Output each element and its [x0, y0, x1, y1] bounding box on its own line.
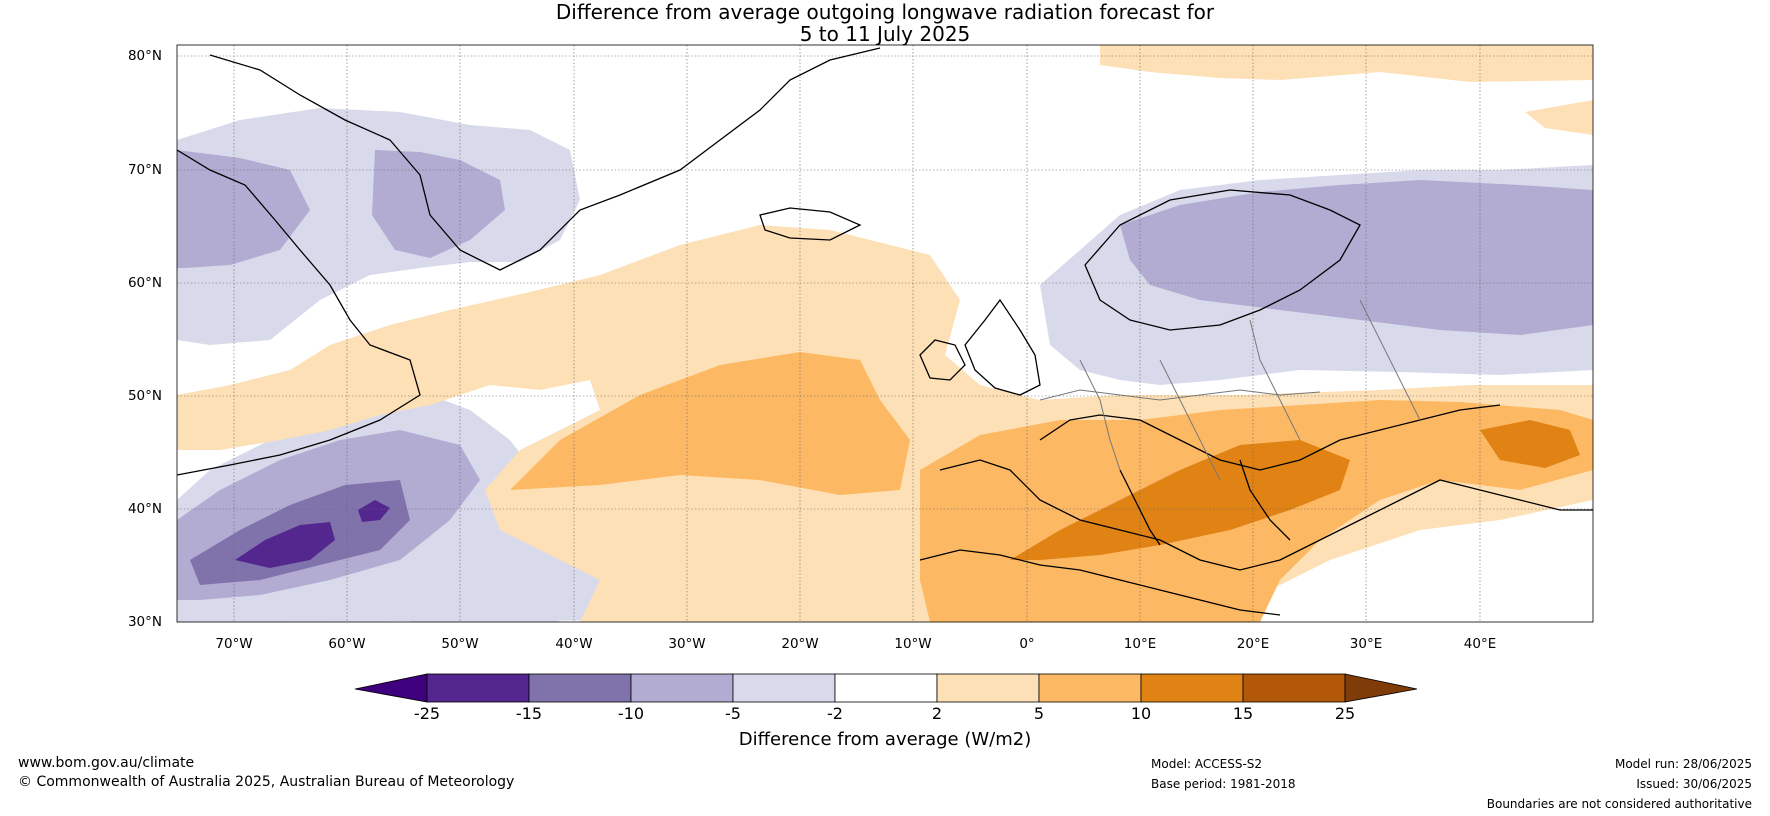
negative-anomaly-core-greenland — [177, 150, 310, 268]
colorbar-tick-7: 10 — [1130, 704, 1152, 723]
lat-label-50n: 50°N — [127, 388, 162, 404]
lat-label-40n: 40°N — [127, 501, 162, 517]
coastlines — [177, 47, 1593, 616]
lon-label-30w: 30°W — [668, 636, 706, 652]
lon-label-10e: 10°E — [1123, 636, 1157, 652]
lat-label-70n: 70°N — [127, 162, 162, 178]
lon-label-50w: 50°W — [441, 636, 479, 652]
lon-label-70w: 70°W — [215, 636, 253, 652]
lon-label-10w: 10°W — [894, 636, 932, 652]
lon-label-40e: 40°E — [1463, 636, 1497, 652]
colorbar-tick-2: -10 — [617, 704, 645, 723]
copyright-text: © Commonwealth of Australia 2025, Austra… — [18, 774, 515, 790]
positive-anomaly-core-atlantic — [510, 352, 910, 495]
lon-label-30e: 30°E — [1349, 636, 1383, 652]
lon-label-60w: 60°W — [328, 636, 366, 652]
lon-label-0: 0° — [1019, 636, 1035, 652]
lat-label-80n: 80°N — [127, 48, 162, 64]
lat-label-30n: 30°N — [127, 614, 162, 630]
colorbar-tick-9: 25 — [1334, 704, 1356, 723]
base-period-text: Base period: 1981-2018 — [1151, 777, 1296, 791]
map-title-line2: 5 to 11 July 2025 — [799, 22, 971, 46]
website-link[interactable]: www.bom.gov.au/climate — [18, 755, 195, 771]
model-run-text: Model run: 28/06/2025 — [1614, 757, 1752, 771]
colorbar-tick-4: -2 — [827, 704, 843, 723]
model-text: Model: ACCESS-S2 — [1151, 757, 1263, 771]
colorbar-tick-3: -5 — [725, 704, 741, 723]
colorbar-tick-1: -15 — [515, 704, 543, 723]
colorbar-label: Difference from average (W/m2) — [738, 729, 1032, 750]
lon-label-20w: 20°W — [781, 636, 819, 652]
country-borders — [1039, 299, 1421, 481]
colorbar-tick-8: 15 — [1232, 704, 1254, 723]
lon-label-20e: 20°E — [1236, 636, 1270, 652]
lon-label-40w: 40°W — [555, 636, 593, 652]
lat-label-60n: 60°N — [127, 275, 162, 291]
colorbar-tick-5: 2 — [931, 704, 943, 723]
disclaimer-text: Boundaries are not considered authoritat… — [1486, 797, 1752, 811]
issued-text: Issued: 30/06/2025 — [1636, 777, 1752, 791]
colorbar-tick-6: 5 — [1033, 704, 1045, 723]
anomaly-field — [177, 45, 1593, 622]
map-title-line1: Difference from average outgoing longwav… — [555, 0, 1215, 24]
colorbar-tick-0: -25 — [413, 704, 441, 723]
